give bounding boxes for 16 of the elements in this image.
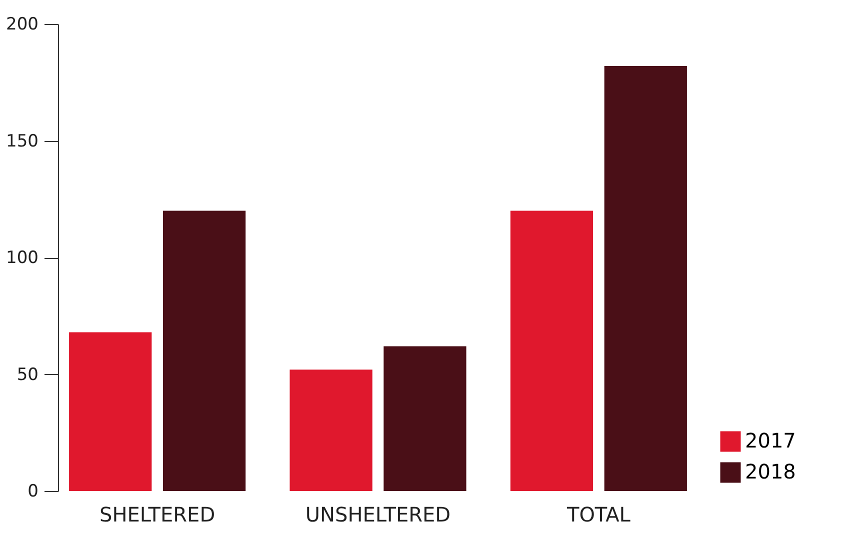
bar xyxy=(510,210,594,491)
bar xyxy=(290,370,372,491)
bar xyxy=(384,346,466,491)
legend-label: 2017 xyxy=(745,428,796,452)
y-tick-label: 200 xyxy=(6,14,38,34)
y-tick-label: 100 xyxy=(6,248,38,268)
x-tick-label: TOTAL xyxy=(566,502,632,526)
bar xyxy=(69,332,152,491)
y-tick-label: 150 xyxy=(6,131,38,152)
bar xyxy=(162,210,246,491)
y-tick-label: 0 xyxy=(28,482,38,502)
y-tick-label: 50 xyxy=(16,364,38,385)
legend-label: 2018 xyxy=(745,460,796,484)
x-tick-label: SHELTERED xyxy=(100,502,216,526)
bar xyxy=(604,66,687,491)
x-tick-label: UNSHELTERED xyxy=(305,502,451,526)
